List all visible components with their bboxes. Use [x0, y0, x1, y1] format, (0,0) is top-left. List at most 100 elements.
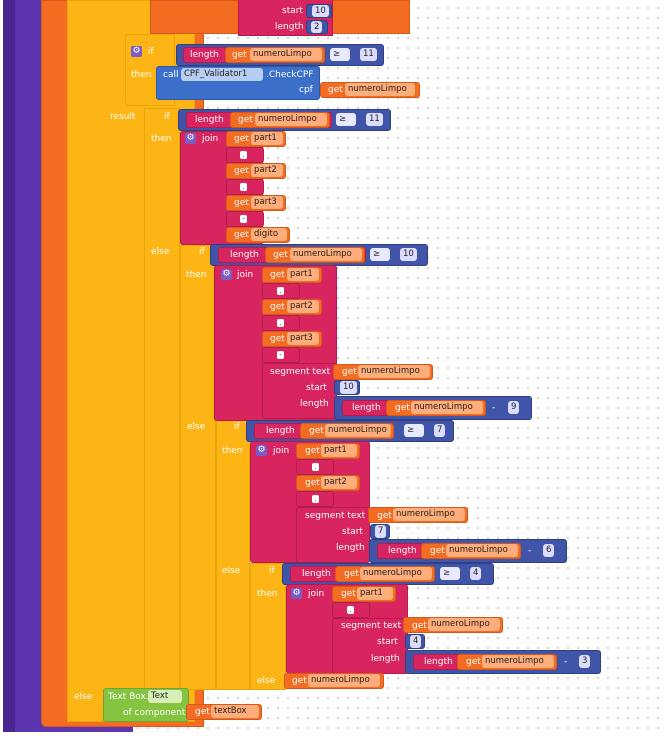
component-dropdown[interactable]: CPF_Validator1	[181, 68, 263, 81]
if-label: if	[269, 566, 275, 576]
variable-dropdown[interactable]: numeroLimpo	[308, 674, 380, 687]
operator-dropdown[interactable]: ≥	[330, 48, 350, 61]
number-block[interactable]: 10	[334, 380, 360, 395]
length-label: length	[424, 657, 453, 667]
number-field[interactable]: 7	[375, 525, 387, 538]
string-field[interactable]: .	[240, 183, 247, 191]
variable-dropdown[interactable]: part1	[287, 268, 319, 281]
number-field[interactable]: 6	[543, 544, 555, 557]
variable-dropdown[interactable]: part2	[321, 476, 357, 489]
variable-dropdown[interactable]: part1	[357, 587, 393, 600]
number-field[interactable]: 11	[366, 113, 383, 126]
string-field[interactable]: .	[312, 495, 319, 503]
variable-dropdown[interactable]: part2	[251, 164, 283, 177]
then-label: then	[257, 589, 278, 599]
get-label: get	[270, 270, 285, 280]
settings-gear-icon[interactable]: ⚙	[256, 445, 267, 456]
join-label: join	[202, 134, 219, 144]
variable-dropdown[interactable]: numeroLimpo	[428, 618, 500, 631]
get-label: get	[305, 446, 320, 456]
get-label: get	[292, 676, 307, 686]
variable-dropdown[interactable]: part1	[251, 132, 283, 145]
number-field[interactable]: 9	[508, 401, 520, 414]
minus-operator: -	[564, 657, 568, 667]
length-label: length	[352, 403, 381, 413]
variable-dropdown[interactable]: numeroLimpo	[411, 401, 483, 414]
string-field[interactable]: .	[277, 287, 284, 295]
start-label: start	[306, 383, 327, 393]
else-label: else	[222, 566, 241, 576]
minus-operator: -	[492, 403, 496, 413]
string-field[interactable]: .	[312, 463, 319, 471]
settings-gear-icon[interactable]: ⚙	[291, 588, 302, 599]
variable-dropdown[interactable]: part3	[251, 196, 283, 209]
string-field[interactable]: -	[240, 215, 247, 223]
operator-dropdown[interactable]: ≥	[440, 567, 460, 580]
variable-dropdown[interactable]: part3	[287, 332, 319, 345]
variable-dropdown[interactable]: numeroLimpo	[345, 83, 415, 96]
get-label: get	[273, 250, 288, 260]
length-label: length	[190, 50, 219, 60]
variable-dropdown[interactable]: numeroLimpo	[250, 48, 322, 61]
variable-dropdown[interactable]: numeroLimpo	[360, 567, 432, 580]
operator-dropdown[interactable]: ≥	[370, 248, 390, 261]
segment-text-block[interactable]	[262, 363, 337, 419]
string-field[interactable]: -	[277, 351, 284, 359]
get-label: get	[412, 621, 427, 631]
number-field[interactable]: 11	[360, 48, 377, 61]
then-label: then	[222, 446, 243, 456]
get-label: get	[377, 511, 392, 521]
number-block[interactable]: 10	[306, 4, 332, 18]
get-label: get	[309, 426, 324, 436]
if-else-block-1[interactable]	[144, 108, 180, 690]
variable-dropdown[interactable]: textBox	[211, 705, 259, 718]
settings-gear-icon[interactable]: ⚙	[185, 133, 196, 144]
variable-dropdown[interactable]: part1	[321, 444, 357, 457]
number-field[interactable]: 3	[579, 655, 591, 668]
number-block[interactable]: 2	[306, 20, 328, 34]
number-block[interactable]: 7	[370, 524, 390, 539]
variable-dropdown[interactable]: numeroLimpo	[446, 544, 518, 557]
join-label: join	[237, 270, 254, 280]
get-label: get	[238, 115, 253, 125]
variable-dropdown[interactable]: part2	[287, 300, 319, 313]
variable-dropdown[interactable]: digito	[251, 228, 287, 241]
string-field[interactable]: .	[277, 319, 284, 327]
number-block[interactable]: 4	[405, 634, 425, 649]
get-label: get	[305, 478, 320, 488]
method-label: .CheckCPF	[266, 70, 314, 80]
number-field[interactable]: 7	[434, 424, 446, 437]
get-label: get	[195, 707, 210, 717]
number-field[interactable]: 2	[311, 21, 323, 33]
variable-dropdown[interactable]: numeroLimpo	[255, 113, 327, 126]
operator-dropdown[interactable]: ≥	[336, 113, 356, 126]
variable-dropdown[interactable]: numeroLimpo	[290, 248, 362, 261]
if-label: if	[148, 47, 154, 57]
if-else-block-2[interactable]	[180, 245, 216, 690]
string-field[interactable]: .	[240, 151, 247, 159]
variable-dropdown[interactable]: numeroLimpo	[393, 508, 465, 521]
number-field[interactable]: 4	[410, 635, 422, 648]
variable-dropdown[interactable]: numeroLimpo	[358, 365, 430, 378]
property-dropdown[interactable]: Text	[148, 690, 182, 703]
variable-dropdown[interactable]: numeroLimpo	[325, 424, 391, 437]
string-field[interactable]: .	[347, 606, 354, 614]
variable-dropdown[interactable]: numeroLimpo	[482, 655, 554, 668]
settings-gear-icon[interactable]: ⚙	[131, 46, 142, 57]
get-label: get	[466, 657, 481, 667]
operator-dropdown[interactable]: ≥	[404, 424, 424, 437]
number-field[interactable]: 10	[340, 381, 357, 394]
get-label: get	[430, 546, 445, 556]
number-field[interactable]: 10	[400, 248, 417, 261]
if-else-block-3[interactable]	[216, 420, 250, 690]
join-label: join	[273, 446, 290, 456]
number-field[interactable]: 10	[312, 5, 329, 17]
number-field[interactable]: 4	[470, 567, 482, 580]
length-label: length	[300, 399, 329, 409]
if-label: if	[199, 247, 205, 257]
join-label: join	[308, 589, 325, 599]
else-label: else	[187, 422, 206, 432]
segment-text-block[interactable]	[296, 507, 370, 563]
if-else-block-4[interactable]	[250, 563, 286, 690]
settings-gear-icon[interactable]: ⚙	[221, 269, 232, 280]
